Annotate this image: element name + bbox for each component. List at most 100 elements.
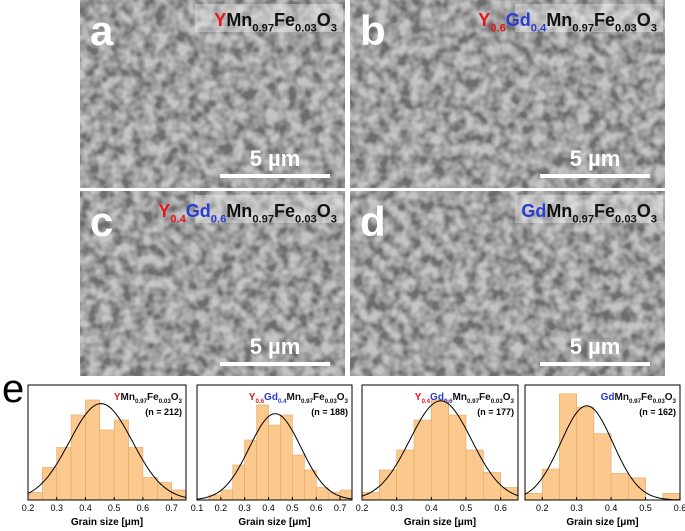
formula-part: O bbox=[637, 201, 651, 221]
formula-part: Mn bbox=[546, 10, 572, 30]
x-tick-label: 0.5 bbox=[286, 503, 299, 513]
bar bbox=[56, 447, 72, 501]
bar bbox=[268, 424, 281, 501]
formula-part: O bbox=[317, 201, 331, 221]
formula-part: Y bbox=[114, 392, 121, 403]
formula-part: Mn bbox=[615, 392, 629, 403]
bar bbox=[232, 464, 245, 501]
plot-frame bbox=[27, 384, 187, 501]
formula-bg bbox=[515, 195, 663, 223]
formula-part: Mn bbox=[226, 10, 252, 30]
x-tick-label: 0.7 bbox=[165, 503, 178, 513]
bar bbox=[559, 393, 577, 501]
formula: YMn0.97Fe0.03O3 bbox=[114, 392, 183, 405]
formula-part: Gd bbox=[430, 392, 444, 403]
formula-part: 0.4 bbox=[531, 22, 547, 34]
formula-part: O bbox=[337, 392, 345, 403]
formula-part: O bbox=[665, 392, 673, 403]
bar bbox=[315, 487, 329, 501]
x-tick-label: 0.2 bbox=[215, 503, 228, 513]
bar bbox=[292, 454, 305, 501]
fit-curve bbox=[196, 413, 353, 500]
x-tick-label: 0.3 bbox=[238, 503, 251, 513]
plot-frame bbox=[524, 384, 681, 501]
formula-part: O bbox=[503, 392, 511, 403]
x-tick-label: 0.6 bbox=[494, 503, 507, 513]
sample-count: (n = 188) bbox=[311, 407, 348, 417]
sem-image bbox=[80, 191, 345, 376]
bar bbox=[85, 399, 101, 501]
bar bbox=[304, 469, 317, 501]
bar bbox=[610, 473, 629, 501]
x-tick-label: 0.1 bbox=[191, 503, 204, 513]
panel-letter: d bbox=[360, 198, 386, 245]
formula: Y0.6Gd0.4Mn0.97Fe0.03O3 bbox=[478, 10, 657, 34]
formula: Y0.6Gd0.4Mn0.97Fe0.03O3 bbox=[249, 392, 349, 405]
formula-part: O bbox=[637, 10, 651, 30]
bar bbox=[483, 472, 501, 501]
scale-bar-label: 5 µm bbox=[570, 334, 621, 359]
formula: YMn0.97Fe0.03O3 bbox=[214, 10, 337, 34]
formula-part: 0.03 bbox=[653, 398, 666, 405]
formula-part: 0.4 bbox=[278, 398, 287, 405]
x-tick-label: 0.4 bbox=[425, 503, 438, 513]
bar bbox=[396, 449, 415, 501]
formula-part: Gd bbox=[186, 201, 211, 221]
formula-part: 3 bbox=[331, 213, 337, 225]
x-tick-label: 0.2 bbox=[536, 503, 549, 513]
formula-part: Gd bbox=[601, 392, 615, 403]
x-tick-label: 0.5 bbox=[639, 503, 652, 513]
formula-part: 0.97 bbox=[629, 398, 642, 405]
fit-curve bbox=[361, 400, 519, 497]
formula-part: Fe bbox=[274, 201, 295, 221]
formula-part: 0.4 bbox=[170, 213, 186, 225]
bar bbox=[431, 399, 449, 501]
scale-bar-label: 5 µm bbox=[250, 146, 301, 171]
scale-bar-label: 5 µm bbox=[570, 146, 621, 171]
formula-part: Mn bbox=[453, 392, 467, 403]
formula-part: 3 bbox=[345, 398, 349, 405]
bar bbox=[379, 469, 397, 501]
formula-part: 0.97 bbox=[135, 398, 148, 405]
formula: GdMn0.97Fe0.03O3 bbox=[601, 392, 677, 405]
formula-part: 0.6 bbox=[444, 398, 453, 405]
x-tick-label: 0.5 bbox=[108, 503, 121, 513]
formula-part: 3 bbox=[651, 22, 657, 34]
formula-part: 0.03 bbox=[295, 22, 317, 34]
bar bbox=[220, 489, 234, 501]
sem-image bbox=[350, 0, 665, 188]
formula: GdMn0.97Fe0.03O3 bbox=[521, 201, 657, 225]
formula-part: 0.03 bbox=[615, 213, 637, 225]
sample-count: (n = 177) bbox=[477, 407, 514, 417]
formula-part: 0.6 bbox=[490, 22, 506, 34]
formula-part: O bbox=[171, 392, 179, 403]
bar bbox=[256, 404, 269, 501]
bar bbox=[448, 414, 467, 501]
x-tick-label: 0.4 bbox=[262, 503, 275, 513]
formula-part: Fe bbox=[594, 10, 615, 30]
formula-part: Fe bbox=[274, 10, 295, 30]
x-tick-label: 0.4 bbox=[605, 503, 618, 513]
x-tick-label: 0.7 bbox=[334, 503, 347, 513]
formula-part: Y bbox=[478, 10, 490, 30]
bar bbox=[113, 419, 129, 501]
x-tick-label: 0.6 bbox=[674, 503, 685, 513]
formula-part: Y bbox=[214, 10, 226, 30]
bar bbox=[42, 467, 58, 501]
formula: Y0.4Gd0.6Mn0.97Fe0.03O3 bbox=[415, 392, 515, 405]
formula-bg bbox=[195, 195, 343, 223]
bar bbox=[576, 406, 595, 501]
formula-part: 0.6 bbox=[255, 398, 264, 405]
formula-part: 0.03 bbox=[491, 398, 504, 405]
formula-part: 0.97 bbox=[467, 398, 480, 405]
x-axis-label: Grain size [μm] bbox=[404, 517, 476, 528]
plot-frame bbox=[196, 384, 353, 501]
formula-part: Y bbox=[158, 201, 170, 221]
formula-part: Mn bbox=[287, 392, 301, 403]
sample-count: (n = 162) bbox=[639, 407, 676, 417]
formula-part: O bbox=[317, 10, 331, 30]
formula-part: 0.03 bbox=[615, 22, 637, 34]
bar bbox=[27, 492, 43, 501]
plot-frame bbox=[361, 384, 519, 501]
